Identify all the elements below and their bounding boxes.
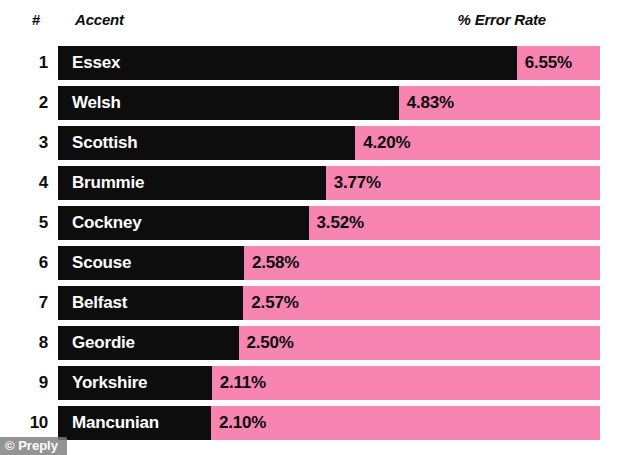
table-row: 7 Belfast 2.57%	[0, 286, 634, 320]
bar-value: 2.50%	[247, 333, 294, 353]
rank-column-header: #	[0, 11, 40, 28]
table-row: 4 Brummie 3.77%	[0, 166, 634, 200]
bar-value: 2.57%	[251, 293, 298, 313]
row-rank: 2	[0, 86, 48, 120]
row-rank: 6	[0, 246, 48, 280]
bar-track: Brummie 3.77%	[58, 166, 600, 200]
bar-track: Cockney 3.52%	[58, 206, 600, 240]
bar-value: 2.11%	[220, 373, 266, 393]
bar-value: 6.55%	[525, 53, 572, 73]
chart-header: # Accent % Error Rate	[0, 11, 600, 33]
bar-track: Essex 6.55%	[58, 46, 600, 80]
bar-label: Brummie	[72, 173, 144, 193]
error-rate-column-header: % Error Rate	[458, 11, 546, 28]
row-rank: 5	[0, 206, 48, 240]
table-row: 1 Essex 6.55%	[0, 46, 634, 80]
row-rank: 9	[0, 366, 48, 400]
bar-value: 2.58%	[252, 253, 299, 273]
row-rank: 7	[0, 286, 48, 320]
bar-label: Scottish	[72, 133, 137, 153]
bar-label: Geordie	[72, 333, 135, 353]
row-rank: 8	[0, 326, 48, 360]
bar-value: 3.77%	[334, 173, 381, 193]
bar: Essex	[58, 46, 517, 80]
bar: Geordie	[58, 326, 239, 360]
accent-error-rate-chart: # Accent % Error Rate 1 Essex 6.55% 2 We…	[0, 0, 634, 455]
bar-track: Geordie 2.50%	[58, 326, 600, 360]
bar-track: Welsh 4.83%	[58, 86, 600, 120]
bar-label: Yorkshire	[72, 373, 147, 393]
bar-label: Welsh	[72, 93, 121, 113]
accent-column-header: Accent	[75, 11, 124, 28]
table-row: 10 Mancunian 2.10%	[0, 406, 634, 440]
row-rank: 10	[0, 406, 48, 440]
bar: Brummie	[58, 166, 326, 200]
bar-track: Belfast 2.57%	[58, 286, 600, 320]
bar-label: Cockney	[72, 213, 141, 233]
table-row: 8 Geordie 2.50%	[0, 326, 634, 360]
rows: 1 Essex 6.55% 2 Welsh 4.83% 3 Scottish 4…	[0, 46, 634, 446]
table-row: 2 Welsh 4.83%	[0, 86, 634, 120]
bar-label: Belfast	[72, 293, 127, 313]
table-row: 6 Scouse 2.58%	[0, 246, 634, 280]
bar-label: Scouse	[72, 253, 131, 273]
bar: Mancunian	[58, 406, 211, 440]
bar: Welsh	[58, 86, 399, 120]
bar-value: 3.52%	[317, 213, 364, 233]
bar-track: Scottish 4.20%	[58, 126, 600, 160]
bar: Belfast	[58, 286, 243, 320]
bar-track: Yorkshire 2.11%	[58, 366, 600, 400]
bar: Scottish	[58, 126, 355, 160]
bar-value: 4.20%	[363, 133, 410, 153]
bar: Scouse	[58, 246, 244, 280]
table-row: 9 Yorkshire 2.11%	[0, 366, 634, 400]
bar-label: Essex	[72, 53, 120, 73]
bar-value: 4.83%	[407, 93, 454, 113]
row-rank: 4	[0, 166, 48, 200]
bar-track: Scouse 2.58%	[58, 246, 600, 280]
table-row: 5 Cockney 3.52%	[0, 206, 634, 240]
preply-watermark: © Preply	[0, 437, 67, 455]
bar-value: 2.10%	[219, 413, 266, 433]
bar-label: Mancunian	[72, 413, 159, 433]
bar: Yorkshire	[58, 366, 212, 400]
row-rank: 1	[0, 46, 48, 80]
row-rank: 3	[0, 126, 48, 160]
bar: Cockney	[58, 206, 309, 240]
bar-track: Mancunian 2.10%	[58, 406, 600, 440]
table-row: 3 Scottish 4.20%	[0, 126, 634, 160]
